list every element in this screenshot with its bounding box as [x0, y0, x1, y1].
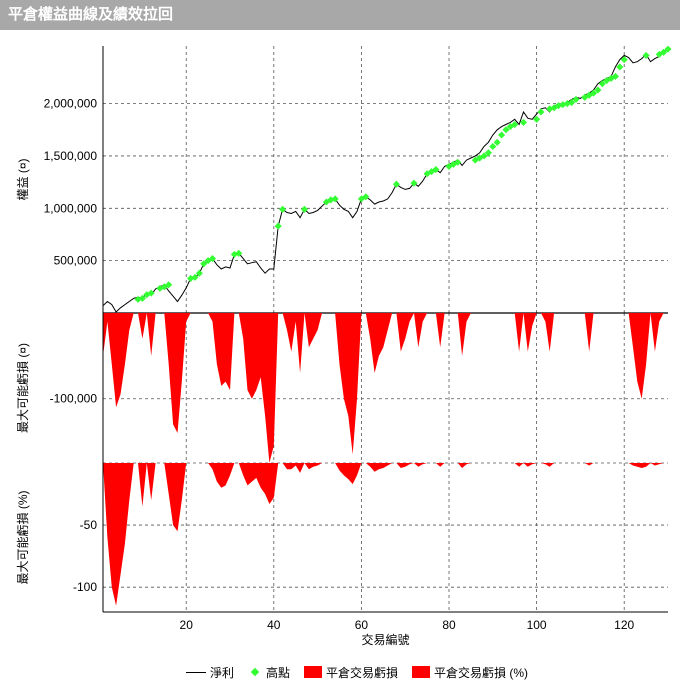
x-tick-label: 120	[614, 618, 634, 632]
high-marker	[432, 166, 440, 174]
legend-label-high: 高點	[266, 665, 291, 680]
high-marker	[537, 108, 545, 116]
high-marker	[660, 48, 668, 56]
high-marker	[616, 63, 624, 71]
high-marker	[484, 149, 492, 157]
high-marker	[410, 179, 418, 187]
legend-diamond-swatch	[250, 667, 260, 677]
high-marker	[642, 51, 650, 59]
y-tick-label: 1,000,000	[44, 201, 98, 215]
legend-line-swatch	[186, 671, 206, 673]
y-tick-label: -50	[80, 518, 98, 532]
high-marker	[493, 138, 501, 146]
x-tick-label: 60	[355, 618, 369, 632]
high-marker	[568, 99, 576, 107]
legend-fill-swatch-pct	[412, 666, 431, 678]
y-axis-label: 最大可能虧損 (¤)	[15, 343, 30, 433]
y-tick-label: -100,000	[50, 392, 98, 406]
high-marker	[274, 222, 282, 230]
legend-label-drawdown-pct: 平倉交易虧損 (%)	[434, 665, 529, 680]
equity-drawdown-chart: 500,000 1,000,000 1,500,000 2,000,000 -100,0…	[15, 45, 672, 647]
y-tick-label: 2,000,000	[44, 97, 98, 111]
high-marker	[191, 273, 199, 281]
legend-item-drawdown: 平倉交易虧損	[304, 664, 398, 681]
high-marker	[300, 205, 309, 213]
x-tick-label: 40	[267, 618, 281, 632]
window-title: 平倉權益曲線及績效拉回	[0, 0, 680, 30]
legend-item-drawdown-pct: 平倉交易虧損 (%)	[412, 664, 528, 681]
high-marker	[138, 294, 146, 302]
high-marker	[590, 89, 598, 97]
x-tick-label: 20	[180, 618, 194, 632]
drawdown-pct-area	[103, 463, 668, 606]
high-marker	[572, 95, 580, 103]
high-marker	[519, 118, 528, 126]
high-marker	[165, 281, 173, 289]
high-marker	[620, 56, 628, 64]
high-marker	[279, 205, 287, 213]
y-axis-label: 最大可能虧損 (%)	[15, 490, 30, 584]
high-marker	[594, 86, 602, 94]
net-profit-line	[102, 48, 669, 313]
high-marker	[235, 249, 243, 257]
high-marker	[498, 131, 506, 139]
high-marker	[208, 255, 217, 263]
high-marker	[664, 45, 672, 53]
x-tick-label: 80	[442, 618, 456, 632]
x-axis-label: 交易編號	[361, 632, 409, 647]
x-tick-label: 100	[527, 618, 547, 632]
y-tick-label: -100	[73, 580, 97, 594]
high-marker	[454, 158, 462, 166]
high-marker	[480, 152, 488, 160]
high-marker	[362, 193, 370, 201]
high-marker	[611, 72, 619, 80]
legend-label-net-profit: 淨利	[210, 665, 235, 680]
high-marker	[502, 126, 510, 134]
high-marker	[598, 80, 606, 88]
legend-item-net-profit: 淨利	[186, 664, 234, 681]
y-axis-label: 權益 (¤)	[16, 158, 30, 200]
legend-label-drawdown: 平倉交易虧損	[326, 665, 399, 680]
y-tick-label: 1,500,000	[44, 149, 98, 163]
high-marker	[331, 195, 339, 203]
legend-item-high: 高點	[248, 664, 290, 681]
high-marker	[511, 120, 519, 129]
y-tick-label: 500,000	[54, 254, 98, 268]
high-marker	[489, 142, 497, 151]
high-marker	[533, 115, 541, 123]
drawdown-area	[103, 313, 668, 463]
high-marker	[195, 269, 203, 277]
high-marker	[147, 289, 155, 297]
chart-legend: 淨利 高點 平倉交易虧損 平倉交易虧損 (%)	[186, 663, 542, 681]
legend-fill-swatch	[304, 666, 323, 678]
high-marker	[200, 260, 208, 268]
high-marker	[392, 180, 400, 188]
